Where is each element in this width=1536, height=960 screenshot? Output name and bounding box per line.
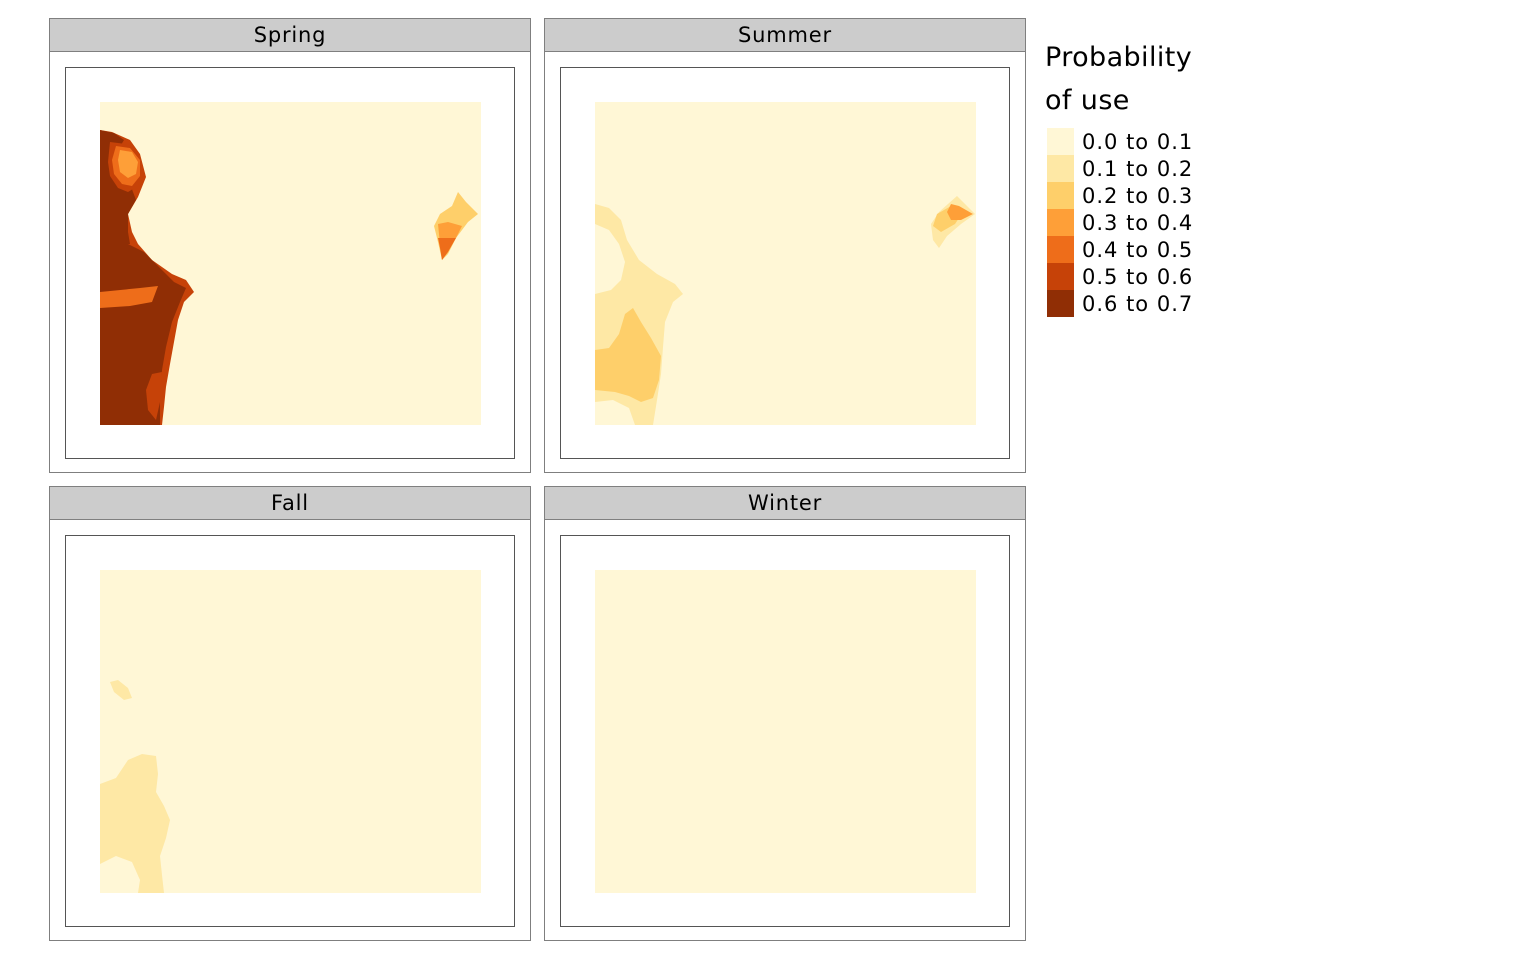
legend-label: 0.3 to 0.4 (1082, 210, 1194, 235)
raster-zone-00-01 (595, 224, 625, 294)
raster-zone-04-05 (100, 286, 158, 308)
legend-swatch (1047, 209, 1074, 236)
map-spring (100, 102, 481, 425)
legend-label: 0.4 to 0.5 (1082, 237, 1194, 262)
raster-zone-00-01 (100, 856, 140, 893)
raster-zone-01-02 (110, 680, 132, 700)
legend-item: 0.1 to 0.2 (1045, 155, 1193, 182)
legend-swatch (1047, 128, 1074, 155)
legend-title-line-1: Probability (1045, 42, 1193, 73)
legend-label: 0.0 to 0.1 (1082, 129, 1194, 154)
legend-label: 0.1 to 0.2 (1082, 156, 1194, 181)
raster-zone-00-01 (595, 400, 635, 425)
legend-items: 0.0 to 0.1 0.1 to 0.2 0.2 to 0.3 0.3 to 0.4… (1045, 128, 1193, 317)
legend-swatch (1047, 290, 1074, 317)
facet-title-fall: Fall (271, 491, 309, 515)
facet-strip-summer: Summer (545, 19, 1025, 52)
facet-title-summer: Summer (738, 23, 832, 47)
facet-panel-summer: Summer (544, 18, 1026, 473)
raster-zone-04-05 (438, 238, 456, 260)
facet-panel-winter: Winter (544, 486, 1026, 941)
facet-strip-winter: Winter (545, 487, 1025, 520)
facet-strip-fall: Fall (50, 487, 530, 520)
map-fall (100, 570, 481, 893)
legend-item: 0.0 to 0.1 (1045, 128, 1193, 155)
legend-swatch (1047, 182, 1074, 209)
legend-item: 0.5 to 0.6 (1045, 263, 1193, 290)
raster-background (595, 570, 976, 893)
facet-title-spring: Spring (253, 23, 327, 47)
legend-title-line-2: of use (1045, 85, 1130, 116)
raster-zone-06-07 (100, 240, 186, 425)
facet-panel-spring: Spring (49, 18, 531, 473)
legend-item: 0.4 to 0.5 (1045, 236, 1193, 263)
raster-zone-02-03 (595, 308, 661, 402)
legend-label: 0.2 to 0.3 (1082, 183, 1194, 208)
legend-item: 0.6 to 0.7 (1045, 290, 1193, 317)
legend: Probability of use 0.0 to 0.1 0.1 to 0.2 0… (1045, 36, 1193, 317)
legend-swatch (1047, 155, 1074, 182)
legend-item: 0.2 to 0.3 (1045, 182, 1193, 209)
facet-title-winter: Winter (747, 491, 823, 515)
legend-label: 0.5 to 0.6 (1082, 264, 1194, 289)
raster-zone-05-06 (146, 372, 162, 420)
legend-item: 0.3 to 0.4 (1045, 209, 1193, 236)
facet-panel-fall: Fall (49, 486, 531, 941)
facet-strip-spring: Spring (50, 19, 530, 52)
raster-zone-03-04 (118, 150, 138, 178)
legend-title: Probability of use (1045, 36, 1193, 122)
legend-swatch (1047, 236, 1074, 263)
map-winter (595, 570, 976, 893)
legend-label: 0.6 to 0.7 (1082, 291, 1194, 316)
map-summer (595, 102, 976, 425)
legend-swatch (1047, 263, 1074, 290)
raster-zone-03-04 (947, 204, 973, 220)
